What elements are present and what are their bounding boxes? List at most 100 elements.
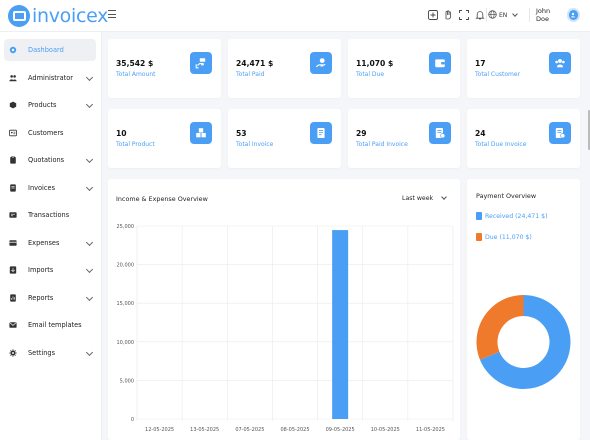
stat-card-total-paid-invoice[interactable]: 29 Total Paid Invoice: [348, 109, 460, 168]
chart-title: Income & Expense Overview: [116, 195, 208, 203]
stat-card-total-customer[interactable]: 17 Total Customer: [467, 39, 580, 98]
chevron-down-icon: [85, 293, 94, 301]
stat-label: Total Paid: [236, 71, 265, 78]
add-square-icon[interactable]: [427, 9, 439, 21]
invoice-icon: [9, 183, 17, 192]
sidebar-item-label: Transactions: [28, 211, 70, 219]
bar-09-05-2025: [332, 230, 349, 419]
stat-value: 17: [475, 59, 486, 68]
payment-donut-chart: [476, 295, 571, 389]
chevron-down-icon: [85, 265, 94, 274]
stat-label: Total Customer: [475, 71, 521, 78]
y-tick-label: 25,000: [117, 224, 135, 230]
boxes-icon: [190, 122, 212, 144]
sidebar-item-transactions[interactable]: Transactions: [4, 204, 96, 226]
app-name: invoicex: [32, 5, 109, 27]
sidebar-item-label: Products: [28, 101, 57, 109]
app-logo[interactable]: invoicex: [8, 4, 108, 28]
stat-card-total-product[interactable]: 10 Total Product: [108, 109, 221, 168]
avatar: [566, 8, 580, 22]
sidebar-item-email-templates[interactable]: Email templates: [4, 314, 96, 336]
stat-value: 11,070 $: [356, 59, 394, 68]
sidebar-item-label: Settings: [28, 348, 56, 357]
import-icon: [9, 266, 17, 274]
money-hand-icon: [190, 52, 212, 74]
sidebar: Dashboard Administrator Products Customers Q…: [0, 32, 102, 440]
expenses-icon: [9, 239, 17, 247]
legend-received[interactable]: Received (24,471 $): [476, 212, 548, 220]
x-tick-label: 13-05-2025: [190, 427, 219, 433]
user-name: John Doe: [536, 7, 551, 23]
paid-invoice-icon: [429, 122, 451, 144]
sidebar-item-label: Invoices: [28, 183, 56, 192]
stat-card-total-due-invoice[interactable]: 24 Total Due Invoice: [467, 109, 580, 168]
legend-due-label: Due (11,070 $): [485, 233, 532, 241]
legend-received-label: Received (24,471 $): [485, 212, 548, 220]
hand-icon[interactable]: [442, 9, 454, 21]
stat-label: Total Product: [116, 141, 155, 148]
sidebar-item-label: Quotations: [28, 156, 65, 164]
x-tick-label: 07-05-2025: [235, 427, 264, 433]
sidebar-item-administrator[interactable]: Administrator: [4, 67, 96, 89]
sidebar-item-label: Imports: [28, 266, 54, 274]
user-menu[interactable]: John Doe: [530, 5, 580, 25]
stat-value: 35,542 $: [116, 59, 154, 68]
x-tick-label: 12-05-2025: [145, 427, 174, 433]
legend-swatch: [476, 212, 482, 220]
sidebar-item-products[interactable]: Products: [4, 94, 96, 116]
language-code: EN: [499, 11, 508, 19]
sidebar-item-quotations[interactable]: Quotations: [4, 149, 96, 171]
transactions-icon: [9, 211, 17, 219]
stat-label: Total Amount: [116, 71, 156, 78]
payment-overview-card: Payment Overview Received (24,471 $) Due…: [467, 179, 580, 440]
header-divider: [529, 8, 530, 22]
stat-value: 29: [356, 129, 367, 138]
sidebar-item-label: Customers: [28, 128, 64, 137]
sidebar-item-label: Administrator: [28, 73, 73, 82]
sidebar-item-settings[interactable]: Settings: [4, 342, 96, 364]
stat-card-total-amount[interactable]: 35,542 $ Total Amount: [108, 39, 221, 98]
box-icon: [9, 101, 17, 109]
stat-value: 53: [236, 129, 247, 138]
sidebar-item-label: Email templates: [28, 321, 82, 329]
stat-card-total-paid[interactable]: 24,471 $ Total Paid: [228, 39, 341, 98]
fullscreen-icon[interactable]: [458, 9, 470, 21]
income-expense-card: Income & Expense Overview Last week 0 5,0…: [108, 179, 460, 440]
period-value: Last week: [402, 194, 434, 202]
sidebar-item-dashboard[interactable]: Dashboard: [4, 39, 96, 61]
stat-card-total-due[interactable]: 11,070 $ Total Due: [348, 39, 460, 98]
invoice-doc-icon: [310, 122, 332, 144]
donut-slice-received[interactable]: [479, 295, 571, 389]
chevron-down-icon: [85, 238, 94, 246]
sidebar-item-imports[interactable]: Imports: [4, 259, 96, 281]
wallet-icon: [429, 52, 451, 74]
stat-card-total-invoice[interactable]: 53 Total Invoice: [228, 109, 341, 168]
payment-overview-title: Payment Overview: [476, 192, 537, 200]
logo-icon: [8, 5, 30, 27]
legend-due[interactable]: Due (11,070 $): [476, 233, 532, 241]
menu-toggle-icon[interactable]: [108, 10, 116, 18]
clipboard-icon: [9, 156, 17, 164]
chevron-down-icon: [85, 183, 94, 191]
sidebar-item-expenses[interactable]: Expenses: [4, 232, 96, 254]
dashboard-icon: [9, 46, 17, 54]
sidebar-item-invoices[interactable]: Invoices: [4, 177, 96, 199]
chevron-down-icon: [85, 348, 94, 356]
stat-label: Total Invoice: [236, 141, 274, 148]
language-selector[interactable]: EN: [488, 6, 528, 24]
id-card-icon: [9, 129, 17, 137]
report-icon: [9, 293, 17, 302]
sidebar-item-customers[interactable]: Customers: [4, 122, 96, 144]
sidebar-item-reports[interactable]: Reports: [4, 287, 96, 309]
chevron-down-icon: [512, 11, 519, 17]
x-tick-label: 11-05-2025: [416, 427, 445, 433]
stat-label: Total Due Invoice: [475, 141, 527, 148]
donut-slice-due[interactable]: [476, 295, 524, 360]
bell-icon[interactable]: [474, 9, 486, 21]
coin-hand-icon: [310, 52, 332, 74]
period-select[interactable]: Last week: [396, 191, 452, 205]
due-invoice-icon: [549, 122, 571, 144]
stat-label: Total Paid Invoice: [356, 141, 408, 148]
page-scrollbar[interactable]: [588, 110, 590, 150]
y-tick-label: 0: [131, 417, 134, 423]
